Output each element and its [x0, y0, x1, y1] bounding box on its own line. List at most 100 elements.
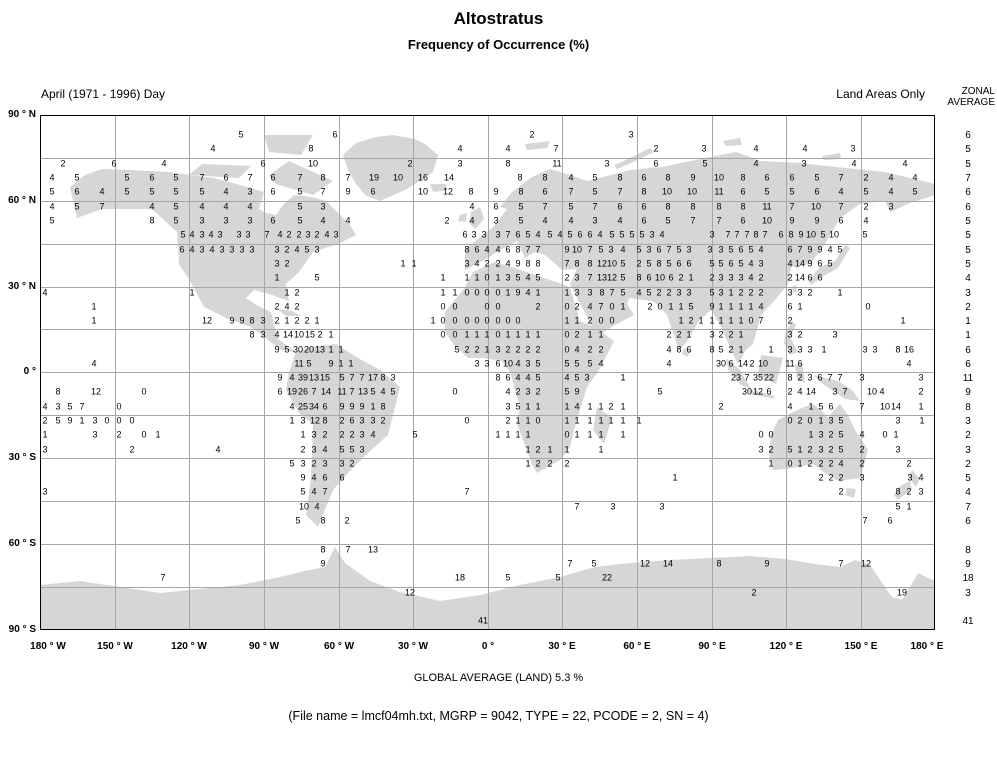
grid-value: 0	[452, 301, 458, 312]
grid-value: 23	[730, 372, 742, 383]
grid-value: 5	[304, 244, 310, 255]
grid-value: 4	[525, 272, 531, 283]
graticule-lines	[40, 115, 935, 630]
grid-value: 1	[906, 501, 912, 512]
global-average-label: GLOBAL AVERAGE (LAND) 5.3 %	[413, 672, 584, 684]
grid-value: 30	[292, 344, 304, 355]
grid-value: 2	[495, 258, 501, 269]
grid-value: 3	[758, 258, 764, 269]
grid-value: 3	[464, 258, 470, 269]
grid-value: 7	[320, 186, 326, 197]
grid-value: 4	[888, 186, 894, 197]
grid-value: 4	[469, 215, 475, 226]
file-info-label: (File name = lmcf04mh.txt, MGRP = 9042, …	[288, 709, 709, 723]
grid-value: 1	[289, 415, 295, 426]
grid-value: 4	[223, 186, 229, 197]
grid-value: 2	[535, 444, 541, 455]
zonal-average-value: 7	[965, 502, 971, 513]
grid-value: 1	[189, 287, 195, 298]
grid-value: 3	[481, 229, 487, 240]
grid-value: 8	[505, 158, 511, 169]
grid-value: 1	[564, 315, 570, 326]
grid-value: 4	[758, 301, 764, 312]
grid-value: 6	[817, 372, 823, 383]
grid-value: 4	[797, 386, 803, 397]
grid-value: 0	[657, 301, 663, 312]
grid-value: 4	[597, 229, 603, 240]
grid-value: 2	[525, 344, 531, 355]
grid-value: 3	[471, 229, 477, 240]
grid-value: 8	[249, 329, 255, 340]
grid-value: 7	[744, 229, 750, 240]
grid-value: 1	[564, 415, 570, 426]
grid-value: 4	[535, 229, 541, 240]
zonal-average-value: 4	[965, 273, 971, 284]
grid-value: 8	[599, 287, 605, 298]
grid-value: 2	[505, 415, 511, 426]
lon-tick-label: 60 ° W	[323, 641, 355, 652]
grid-value: 13	[308, 372, 320, 383]
grid-value: 0	[452, 329, 458, 340]
world-map-canvas	[40, 115, 935, 630]
zonal-average-value: 6	[965, 359, 971, 370]
grid-value: 10	[805, 229, 817, 240]
grid-value: 1	[598, 401, 604, 412]
grid-value: 7	[587, 244, 593, 255]
grid-value: 2	[380, 415, 386, 426]
grid-value: 5	[688, 301, 694, 312]
grid-value: 3	[859, 372, 865, 383]
grid-value: 3	[850, 143, 856, 154]
grid-value: 14	[794, 272, 806, 283]
grid-value: 4	[787, 258, 793, 269]
grid-value: 2	[574, 329, 580, 340]
grid-value: 6	[787, 244, 793, 255]
grid-value: 10	[828, 229, 840, 240]
grid-value: 5	[620, 258, 626, 269]
grid-value: 6	[740, 215, 746, 226]
grid-value: 5	[646, 287, 652, 298]
grid-value: 1	[79, 415, 85, 426]
grid-value: 5	[838, 429, 844, 440]
grid-value: 8	[308, 143, 314, 154]
lon-tick-label: 180 ° W	[30, 641, 66, 652]
grid-value: 7	[838, 558, 844, 569]
grid-value: 5	[666, 258, 672, 269]
grid-value: 3	[92, 415, 98, 426]
grid-value: 8	[676, 344, 682, 355]
grid-value: 12	[442, 186, 454, 197]
grid-value: 2	[286, 229, 292, 240]
grid-value: 2	[284, 258, 290, 269]
grid-value: 1	[574, 429, 580, 440]
grid-value: 2	[797, 372, 803, 383]
grid-value: 1	[797, 301, 803, 312]
grid-value: 1	[748, 301, 754, 312]
grid-value: 1	[797, 444, 803, 455]
grid-value: 7	[837, 372, 843, 383]
grid-value: 1	[564, 401, 570, 412]
zonal-average-value: 41	[962, 616, 974, 627]
grid-value: 4	[208, 229, 214, 240]
grid-value: 0	[882, 429, 888, 440]
grid-value: 8	[574, 258, 580, 269]
grid-value: 3	[474, 358, 480, 369]
grid-value: 7	[725, 229, 731, 240]
grid-value: 8	[149, 215, 155, 226]
grid-value: 0	[141, 429, 147, 440]
grid-value: 3	[199, 215, 205, 226]
grid-value: 0	[474, 287, 480, 298]
grid-value: 17	[367, 372, 379, 383]
grid-value: 4	[289, 372, 295, 383]
grid-value: 4	[525, 372, 531, 383]
grid-value: 0	[464, 315, 470, 326]
grid-value: 4	[879, 386, 885, 397]
grid-value: 39	[297, 372, 309, 383]
lon-tick-label: 0 °	[481, 641, 495, 652]
grid-value: 8	[380, 401, 386, 412]
grid-value: 2	[42, 415, 48, 426]
grid-value: 0	[495, 315, 501, 326]
grid-value: 7	[564, 258, 570, 269]
grid-value: 6	[577, 229, 583, 240]
grid-value: 10	[757, 358, 769, 369]
grid-value: 15	[304, 329, 316, 340]
grid-value: 4	[564, 372, 570, 383]
